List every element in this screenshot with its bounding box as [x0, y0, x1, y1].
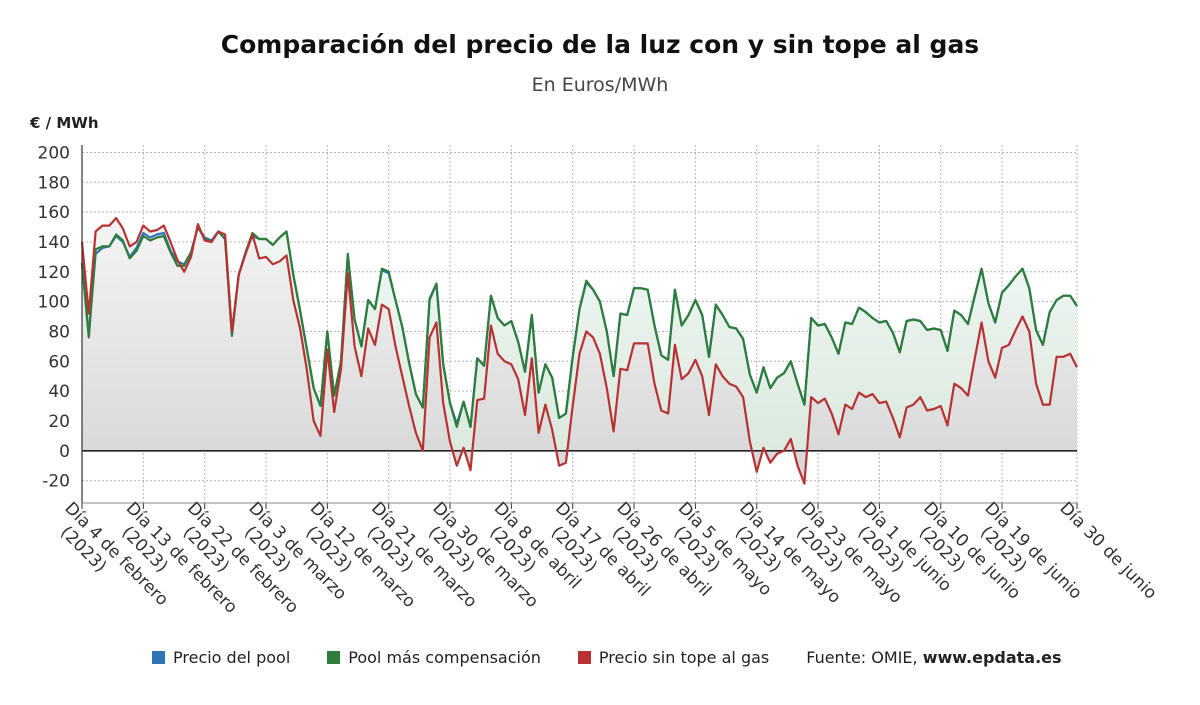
legend-item-pool[interactable]: Precio del pool [152, 648, 290, 667]
y-tick-label: 100 [38, 293, 70, 313]
source-note: Fuente: OMIE, www.epdata.es [806, 648, 1061, 667]
series-lines [80, 217, 1078, 485]
y-tick-label: 200 [38, 143, 70, 163]
legend-swatch-no-gas-cap [577, 651, 591, 664]
legend-item-pool-compensation[interactable]: Pool más compensación [327, 648, 541, 667]
y-tick-label: 20 [48, 412, 70, 432]
legend-swatch-pool [152, 651, 165, 664]
series-line-no-gas-cap [80, 217, 1078, 485]
legend: Precio del pool Pool más compensación Pr… [152, 648, 1062, 667]
legend-label-no-gas-cap: Precio sin tope al gas [598, 648, 770, 667]
chart-title: Comparación del precio de la luz con y s… [220, 30, 980, 59]
legend-swatch-pool-compensation [327, 651, 341, 664]
y-tick-label: 140 [38, 233, 70, 253]
y-tick-label: 0 [59, 442, 70, 462]
chart-subtitle: En Euros/MWh [531, 74, 669, 96]
legend-label-pool-compensation: Pool más compensación [348, 648, 541, 667]
y-tick-label: 60 [48, 352, 70, 372]
y-tick-labels: -20 0 20 40 60 80 100 120 140 160 180 200 [38, 143, 70, 491]
source-prefix: Fuente: OMIE, [806, 648, 923, 667]
legend-item-no-gas-cap[interactable]: Precio sin tope al gas [577, 648, 770, 667]
y-tick-label: 120 [38, 263, 70, 283]
y-axis-unit-label: € / MWh [30, 114, 99, 132]
series-areas [82, 218, 1077, 484]
axes [81, 145, 1078, 509]
legend-label-pool: Precio del pool [173, 648, 291, 667]
x-tick-labels: Día 4 de febrero(2023) Día 13 de febrero(… [56, 498, 1160, 617]
y-tick-label: -20 [42, 472, 70, 492]
y-tick-label: 80 [48, 322, 70, 342]
y-tick-label: 40 [48, 382, 70, 402]
y-tick-label: 160 [38, 203, 70, 223]
area-no-gas-cap [82, 218, 1077, 484]
source-link[interactable]: www.epdata.es [922, 648, 1062, 667]
y-tick-label: 180 [38, 173, 70, 193]
